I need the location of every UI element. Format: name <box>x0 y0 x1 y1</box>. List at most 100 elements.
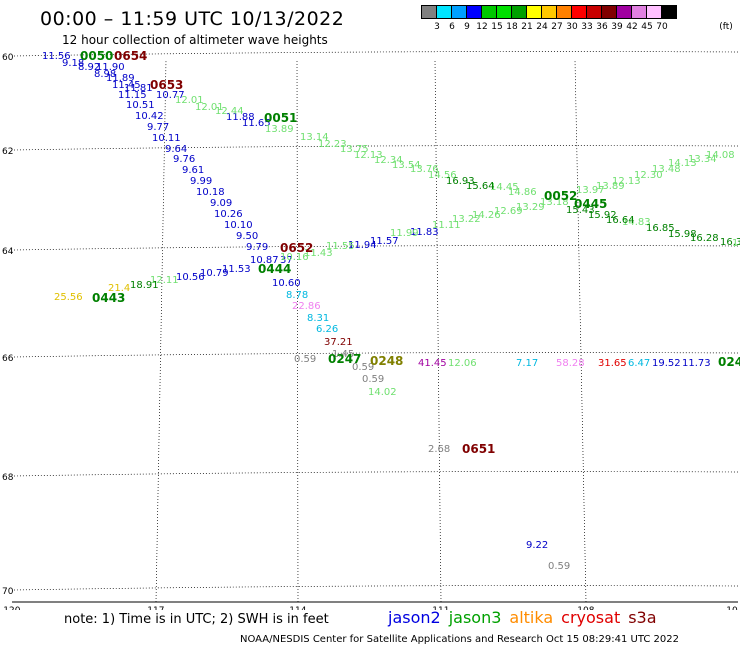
pass-id-label: 0653 <box>150 78 183 92</box>
satellite-key: jason2 jason3 altika cryosat s3a <box>388 608 665 627</box>
wave-height-reading: 13.54 <box>392 160 421 171</box>
wave-height-reading: 58.28 <box>556 358 585 369</box>
wave-height-reading: 14.56 <box>428 170 457 181</box>
wave-height-reading: 6.47 <box>628 358 650 369</box>
wave-height-reading: 10.18 <box>196 187 225 198</box>
wave-height-reading: 11.73 <box>682 358 711 369</box>
wave-height-reading: 12.13 <box>354 150 383 161</box>
wave-height-reading: 0.59 <box>294 354 316 365</box>
wave-height-reading: 16.37 <box>720 237 740 248</box>
wave-height-reading: 11.65 <box>242 118 271 129</box>
wave-height-reading: 14.08 <box>706 150 735 161</box>
legend-label: 18 <box>506 22 518 32</box>
wave-height-reading: 11.15 <box>118 90 147 101</box>
wave-height-reading: 14.83 <box>622 217 651 228</box>
wave-height-reading: 12.44 <box>215 106 244 117</box>
latitude-line <box>13 585 739 591</box>
wave-height-reading: 9.61 <box>182 165 204 176</box>
wave-height-reading: 14.6 <box>732 238 740 249</box>
wave-height-reading: 10.56 <box>176 272 205 283</box>
wave-height-map[interactable]: 60 62 64 66 68 70 -120 -117 -114 -111 -108 -10 11.56… <box>0 0 740 610</box>
wave-height-reading: 11.99 <box>390 228 419 239</box>
wave-height-reading: 14.86 <box>508 187 537 198</box>
pass-id-label: 0654 <box>114 49 147 63</box>
legend-label: 3 <box>434 22 440 32</box>
wave-height-reading: 11.90 <box>96 62 125 73</box>
wave-height-reading: 37 <box>280 255 293 266</box>
legend-label: 45 <box>641 22 653 32</box>
satellite-jason2: jason2 <box>388 608 441 627</box>
wave-height-reading: 14.26 <box>472 210 501 221</box>
wave-height-reading: 15.98 <box>668 229 697 240</box>
latitude-label: 68 <box>2 473 14 483</box>
latitude-label: 60 <box>2 53 14 63</box>
wave-height-reading: 12.01 <box>175 95 204 106</box>
legend-label: 30 <box>566 22 578 32</box>
wave-height-reading: 1.45 <box>332 349 354 360</box>
wave-height-reading: 15.64 <box>466 181 495 192</box>
wave-height-reading: 11.89 <box>106 73 135 84</box>
wave-height-reading: 10.51 <box>126 100 155 111</box>
legend-label: 9 <box>464 22 470 32</box>
wave-height-reading: 8.31 <box>307 313 329 324</box>
pass-id-label: 0052 <box>544 189 577 203</box>
pass-id-label: 0247 <box>328 352 361 366</box>
latitude-label: 64 <box>2 247 14 257</box>
pass-id-label: 024 <box>718 355 740 369</box>
wave-height-reading: 2.68 <box>428 444 450 455</box>
wave-height-reading: 10.11 <box>152 133 181 144</box>
wave-height-reading: 13.76 <box>410 164 439 175</box>
wave-height-reading: 14.13 <box>668 158 697 169</box>
legend-label: 27 <box>551 22 563 32</box>
longitude-label: -108 <box>574 606 595 610</box>
wave-height-reading: 15.92 <box>588 210 617 221</box>
wave-height-reading: 0.59 <box>548 561 570 572</box>
map-title: 00:00 – 11:59 UTC 10/13/2022 <box>40 8 345 30</box>
longitude-label: -114 <box>286 606 307 610</box>
longitude-line <box>434 59 442 603</box>
footnote: note: 1) Time is in UTC; 2) SWH is in fe… <box>64 612 329 627</box>
latitude-label: 70 <box>2 587 14 597</box>
wave-height-reading: 12.01 <box>195 102 224 113</box>
wave-height-reading: 18.91 <box>130 280 159 291</box>
wave-height-reading: 13.75 <box>340 144 369 155</box>
map-subtitle: 12 hour collection of altimeter wave hei… <box>62 33 328 47</box>
longitude-label: -120 <box>0 606 21 610</box>
wave-height-reading: 10.16 <box>280 252 309 263</box>
wave-height-reading: 0.59 <box>352 362 374 373</box>
wave-height-reading: 10.60 <box>272 278 301 289</box>
wave-height-reading: 8.98 <box>94 69 116 80</box>
wave-height-reading: 15.43 <box>566 205 595 216</box>
pass-id-label: 0248 <box>370 354 403 368</box>
wave-height-reading: 10.26 <box>214 209 243 220</box>
wave-height-reading: 11.56 <box>42 51 71 62</box>
wave-height-reading: 12.13 <box>612 176 641 187</box>
wave-height-reading: 10.77 <box>156 90 185 101</box>
longitude-label: -111 <box>429 606 449 610</box>
wave-height-reading: 12.06 <box>448 358 477 369</box>
wave-height-reading: 12.11 <box>150 275 179 286</box>
satellite-jason3: jason3 <box>448 608 502 627</box>
wave-height-reading: 13.89 <box>596 181 625 192</box>
legend-label: 70 <box>656 22 668 32</box>
wave-height-reading: 41.45 <box>418 358 447 369</box>
wave-height-reading: 9.09 <box>210 198 232 209</box>
legend-label: 39 <box>611 22 623 32</box>
wave-height-reading: 6.26 <box>316 324 338 335</box>
wave-height-reading: 9.79 <box>246 242 268 253</box>
pass-id-label: 0445 <box>574 197 607 211</box>
pass-id-label: 0050 <box>80 49 113 63</box>
wave-height-reading: 13.22 <box>452 214 481 225</box>
wave-height-reading: 16.93 <box>446 176 475 187</box>
wave-height-reading: 13.34 <box>688 154 717 165</box>
wave-height-reading: 14.45 <box>490 182 519 193</box>
legend-label: 33 <box>581 22 593 32</box>
pass-id-label: 0651 <box>462 442 495 456</box>
longitude-line <box>574 59 587 603</box>
wave-height-reading: 11.45 <box>112 80 141 91</box>
wave-height-reading: 11.83 <box>410 227 439 238</box>
latitude-label: 62 <box>2 147 13 157</box>
wave-height-reading: 8.78 <box>286 290 308 301</box>
wave-height-reading: 13.14 <box>300 132 329 143</box>
wave-height-reading: 9.77 <box>147 122 169 133</box>
